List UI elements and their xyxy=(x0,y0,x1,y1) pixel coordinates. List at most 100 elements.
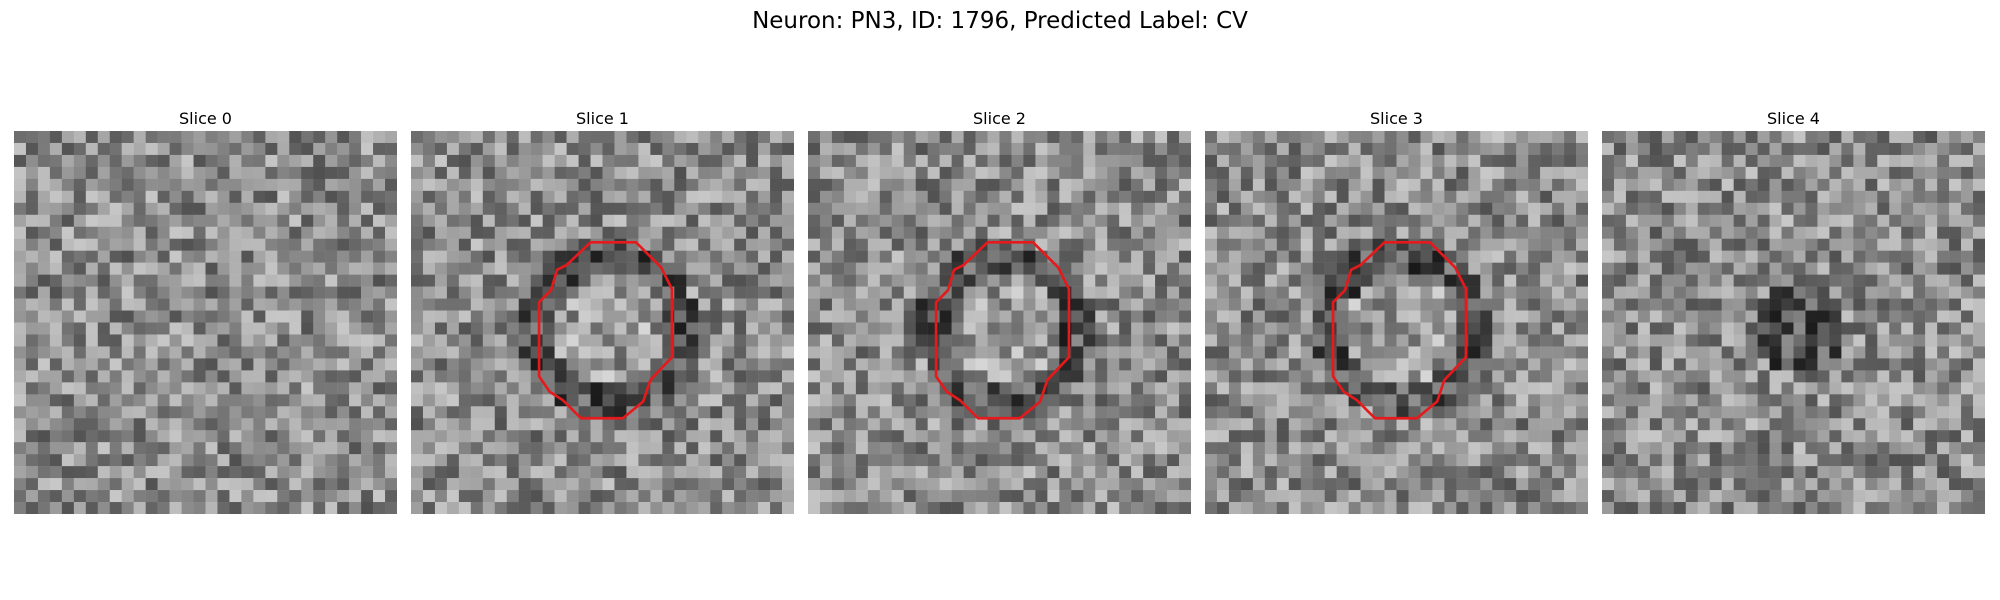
pixel-cell xyxy=(229,394,242,407)
pixel-cell xyxy=(578,250,591,263)
pixel-cell xyxy=(975,418,988,431)
pixel-cell xyxy=(337,286,350,299)
pixel-cell xyxy=(361,166,374,180)
pixel-cell xyxy=(301,190,314,204)
pixel-cell xyxy=(1205,166,1218,180)
pixel-cell xyxy=(1492,430,1505,443)
pixel-cell xyxy=(903,274,916,287)
pixel-cell xyxy=(999,322,1012,335)
pixel-cell xyxy=(1973,310,1985,323)
pixel-cell xyxy=(289,250,302,263)
pixel-cell xyxy=(808,430,821,443)
pixel-cell xyxy=(1408,274,1421,287)
pixel-cell xyxy=(1372,178,1385,192)
pixel-cell xyxy=(373,454,386,467)
pixel-cell xyxy=(1492,250,1505,263)
pixel-cell xyxy=(722,310,735,323)
pixel-cell xyxy=(157,190,170,204)
pixel-cell xyxy=(1613,310,1627,323)
pixel-cell xyxy=(229,202,242,216)
pixel-cell xyxy=(734,454,747,467)
pixel-cell xyxy=(1865,214,1878,227)
pixel-cell xyxy=(1384,430,1397,443)
pixel-cell xyxy=(145,382,158,395)
pixel-cell xyxy=(734,274,747,287)
pixel-cell xyxy=(1384,310,1397,323)
pixel-cell xyxy=(14,166,27,180)
pixel-cell xyxy=(1673,131,1687,144)
pixel-cell xyxy=(1625,310,1639,323)
pixel-cell xyxy=(1552,226,1565,239)
pixel-cell xyxy=(1240,430,1254,443)
pixel-cell xyxy=(121,250,134,263)
pixel-cell xyxy=(169,131,182,144)
pixel-cell xyxy=(470,430,484,443)
pixel-cell xyxy=(1312,274,1325,287)
pixel-cell xyxy=(915,322,928,335)
pixel-cell xyxy=(1360,382,1373,395)
pixel-cell xyxy=(1540,418,1553,431)
pixel-cell xyxy=(1721,286,1734,299)
pixel-cell xyxy=(1252,166,1266,180)
pixel-cell xyxy=(1023,346,1036,359)
pixel-cell xyxy=(1973,154,1985,168)
pixel-cell xyxy=(1384,298,1397,311)
pixel-cell xyxy=(1649,406,1663,419)
pixel-cell xyxy=(1793,178,1806,192)
pixel-cell xyxy=(458,310,472,323)
pixel-cell xyxy=(879,262,893,275)
pixel-cell xyxy=(1324,262,1337,275)
pixel-cell xyxy=(1119,478,1132,491)
pixel-cell xyxy=(205,442,218,455)
pixel-cell xyxy=(1504,238,1517,251)
pixel-cell xyxy=(1059,382,1072,395)
pixel-cell xyxy=(361,190,374,204)
pixel-cell xyxy=(1336,442,1349,455)
pixel-cell xyxy=(121,226,134,239)
pixel-cell xyxy=(14,430,27,443)
pixel-cell xyxy=(482,394,496,407)
pixel-cell xyxy=(1023,478,1036,491)
pixel-cell xyxy=(434,142,448,156)
pixel-cell xyxy=(1143,382,1156,395)
pixel-cell xyxy=(1264,202,1278,216)
pixel-cell xyxy=(1179,406,1191,419)
pixel-cell xyxy=(157,298,170,311)
pixel-cell xyxy=(1432,154,1445,168)
pixel-cell xyxy=(1167,394,1180,407)
pixel-cell xyxy=(325,346,338,359)
pixel-cell xyxy=(277,190,290,204)
pixel-cell xyxy=(770,322,783,335)
pixel-cell xyxy=(1035,370,1048,383)
pixel-cell xyxy=(1276,454,1290,467)
pixel-cell xyxy=(1047,214,1060,227)
pixel-cell xyxy=(1637,154,1651,168)
pixel-cell xyxy=(1769,382,1782,395)
pixel-cell xyxy=(1697,310,1710,323)
pixel-cell xyxy=(1625,286,1639,299)
pixel-cell xyxy=(1288,142,1301,156)
pixel-cell xyxy=(1444,178,1457,192)
pixel-cell xyxy=(710,430,723,443)
pixel-cell xyxy=(1336,166,1349,180)
pixel-cell xyxy=(37,131,51,144)
pixel-cell xyxy=(1252,478,1266,491)
pixel-cell xyxy=(1552,274,1565,287)
pixel-cell xyxy=(289,370,302,383)
pixel-cell xyxy=(1205,358,1218,371)
pixel-cell xyxy=(1131,418,1144,431)
pixel-cell xyxy=(1865,166,1878,180)
pixel-cell xyxy=(1721,238,1734,251)
pixel-cell xyxy=(650,190,663,204)
pixel-cell xyxy=(939,454,952,467)
pixel-cell xyxy=(253,298,266,311)
pixel-cell xyxy=(145,202,158,216)
pixel-cell xyxy=(915,131,928,144)
pixel-cell xyxy=(1205,442,1218,455)
pixel-cell xyxy=(782,202,794,216)
pixel-cell xyxy=(674,382,687,395)
pixel-cell xyxy=(1276,466,1290,479)
pixel-cell xyxy=(808,250,821,263)
pixel-cell xyxy=(1781,178,1794,192)
pixel-cell xyxy=(698,214,711,227)
